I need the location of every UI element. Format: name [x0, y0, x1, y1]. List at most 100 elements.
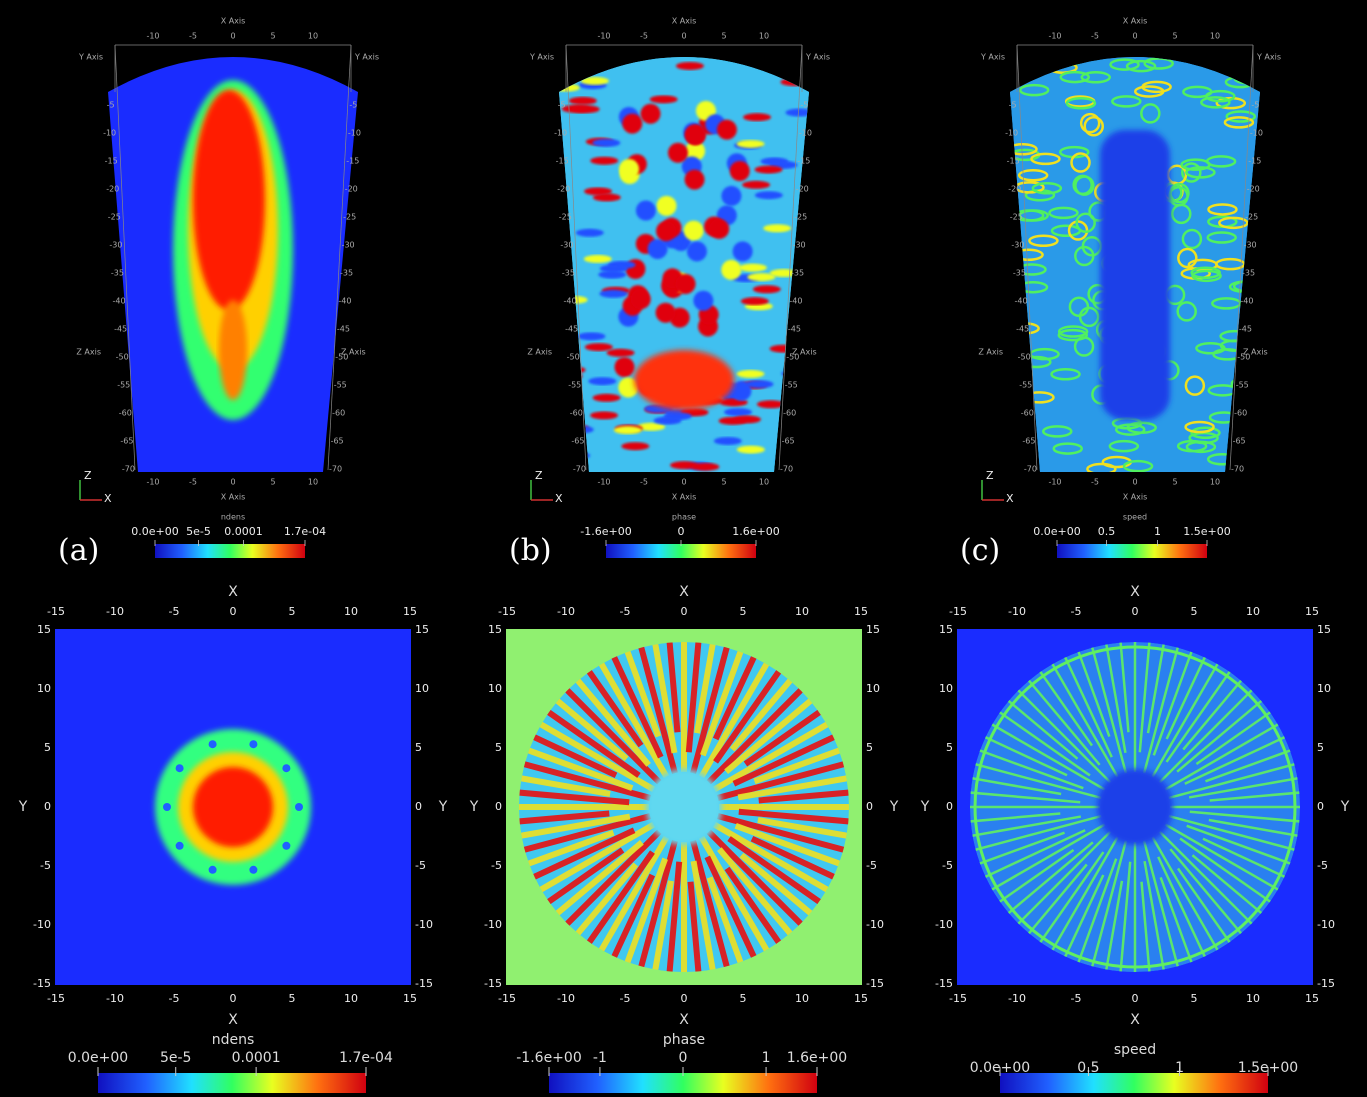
- z-tick-label: -35: [1013, 269, 1026, 278]
- z-tick-label: -45: [565, 325, 578, 334]
- z-tick-label: -30: [1244, 241, 1257, 250]
- z-tick-label: -30: [793, 241, 806, 250]
- phase-blob: [621, 442, 649, 450]
- colorbar-title: ndens: [221, 513, 245, 522]
- phase-blob: [641, 104, 661, 124]
- phase-blob: [714, 437, 742, 445]
- colorbar-tick-label: 0.0e+00: [970, 1060, 1030, 1076]
- phase-blob: [757, 400, 785, 408]
- y-axis-title: Y Axis: [78, 53, 103, 62]
- phase-blob: [600, 265, 628, 273]
- phase-blob: [782, 445, 810, 453]
- x-tick-label: 10: [759, 478, 769, 487]
- x-tick-label: 10: [344, 992, 358, 1005]
- phase-blob: [569, 97, 597, 105]
- y-tick-label: -5: [415, 859, 426, 872]
- x-tick-label: 15: [1305, 605, 1319, 618]
- z-tick-label: -35: [791, 269, 804, 278]
- phase-blob: [668, 143, 688, 163]
- z-tick-label: -50: [567, 353, 580, 362]
- phase-blob: [736, 370, 764, 378]
- y-tick-label: 0: [415, 800, 422, 813]
- colorbar-tick-label: 1.7e-04: [339, 1050, 393, 1066]
- x-tick-label: -5: [620, 992, 631, 1005]
- x-tick-label: 5: [289, 992, 296, 1005]
- y-axis-title: Y Axis: [805, 53, 830, 62]
- phase-blob: [631, 289, 651, 309]
- z-tick-label: -25: [794, 213, 807, 222]
- y-tick-label: 5: [495, 741, 502, 754]
- x-tick-label: -15: [47, 992, 65, 1005]
- x-tick-label: -10: [557, 605, 575, 618]
- x-tick-label: 10: [1210, 478, 1220, 487]
- x-tick-label: 15: [854, 992, 868, 1005]
- z-tick-label: -65: [571, 437, 584, 446]
- z-tick-label: -20: [106, 185, 119, 194]
- colorbar-tick-label: 1.5e+00: [1238, 1060, 1298, 1076]
- density-tail: [219, 300, 247, 400]
- bottom-panel: XXYY-15-15-15-15-10-10-10-10-5-5-5-50000…: [18, 584, 448, 1093]
- y-tick-label: -5: [866, 859, 877, 872]
- x-tick-label: -15: [949, 605, 967, 618]
- vortex: [176, 842, 184, 850]
- z-tick-label: -60: [119, 409, 132, 418]
- z-tick-label: -70: [780, 465, 793, 474]
- x-tick-label: -5: [189, 32, 197, 41]
- z-tick-label: -55: [334, 381, 347, 390]
- z-tick-label: -25: [1010, 213, 1023, 222]
- x-tick-label: -10: [597, 32, 610, 41]
- phase-blob: [636, 201, 656, 221]
- z-axis-title: Z Axis: [978, 348, 1003, 357]
- phase-blob: [656, 303, 676, 323]
- z-tick-label: -45: [788, 325, 801, 334]
- z-tick-label: -55: [568, 381, 581, 390]
- panel-label: (b): [509, 533, 552, 568]
- field-center: [1097, 769, 1173, 845]
- phase-blob: [788, 395, 816, 403]
- x-tick-label: -5: [640, 478, 648, 487]
- x-axis-title: X: [679, 1012, 689, 1028]
- colorbar-tick-label: 0.0001: [232, 1050, 281, 1066]
- x-tick-label: 15: [854, 605, 868, 618]
- x-tick-label: 5: [1191, 605, 1198, 618]
- phase-blob: [615, 357, 635, 377]
- z-tick-label: -15: [1248, 157, 1261, 166]
- z-tick-label: -10: [1250, 129, 1263, 138]
- phase-blob: [721, 186, 741, 206]
- gizmo-x-label: X: [555, 492, 563, 505]
- z-tick-label: -20: [345, 185, 358, 194]
- x-tick-label: -5: [1091, 478, 1099, 487]
- x-tick-label: 0: [681, 478, 686, 487]
- vortex: [249, 866, 257, 874]
- x-tick-label: 10: [344, 605, 358, 618]
- z-tick-label: -35: [340, 269, 353, 278]
- phase-blob: [724, 408, 752, 416]
- x-tick-label: 5: [721, 32, 726, 41]
- phase-blob: [733, 415, 761, 423]
- x-tick-label: 5: [270, 478, 275, 487]
- y-tick-label: -10: [1317, 918, 1335, 931]
- z-axis-title: Z Axis: [527, 348, 552, 357]
- bottom-panel: XXYY-15-15-15-15-10-10-10-10-5-5-5-50000…: [920, 584, 1350, 1093]
- z-tick-label: -20: [557, 185, 570, 194]
- y-tick-label: 5: [44, 741, 51, 754]
- x-tick-label: 0: [230, 32, 235, 41]
- phase-blob: [599, 290, 627, 298]
- colorbar-tick-label: 0.0001: [224, 525, 263, 538]
- phase-blob: [585, 343, 613, 351]
- z-tick-label: -5: [1251, 101, 1259, 110]
- phase-blob: [780, 68, 808, 76]
- z-tick-label: -55: [117, 381, 130, 390]
- z-tick-label: -40: [112, 297, 125, 306]
- z-tick-label: -25: [559, 213, 572, 222]
- colorbar-tick-label: -1.6e+00: [516, 1050, 581, 1066]
- x-axis-title: X: [228, 584, 238, 600]
- phase-blob: [656, 221, 676, 241]
- y-tick-label: 10: [415, 682, 429, 695]
- phase-blob: [760, 157, 788, 165]
- z-tick-label: -5: [800, 101, 808, 110]
- z-tick-label: -45: [337, 325, 350, 334]
- vortex: [209, 866, 217, 874]
- x-tick-label: 5: [1172, 478, 1177, 487]
- z-tick-label: -60: [332, 409, 345, 418]
